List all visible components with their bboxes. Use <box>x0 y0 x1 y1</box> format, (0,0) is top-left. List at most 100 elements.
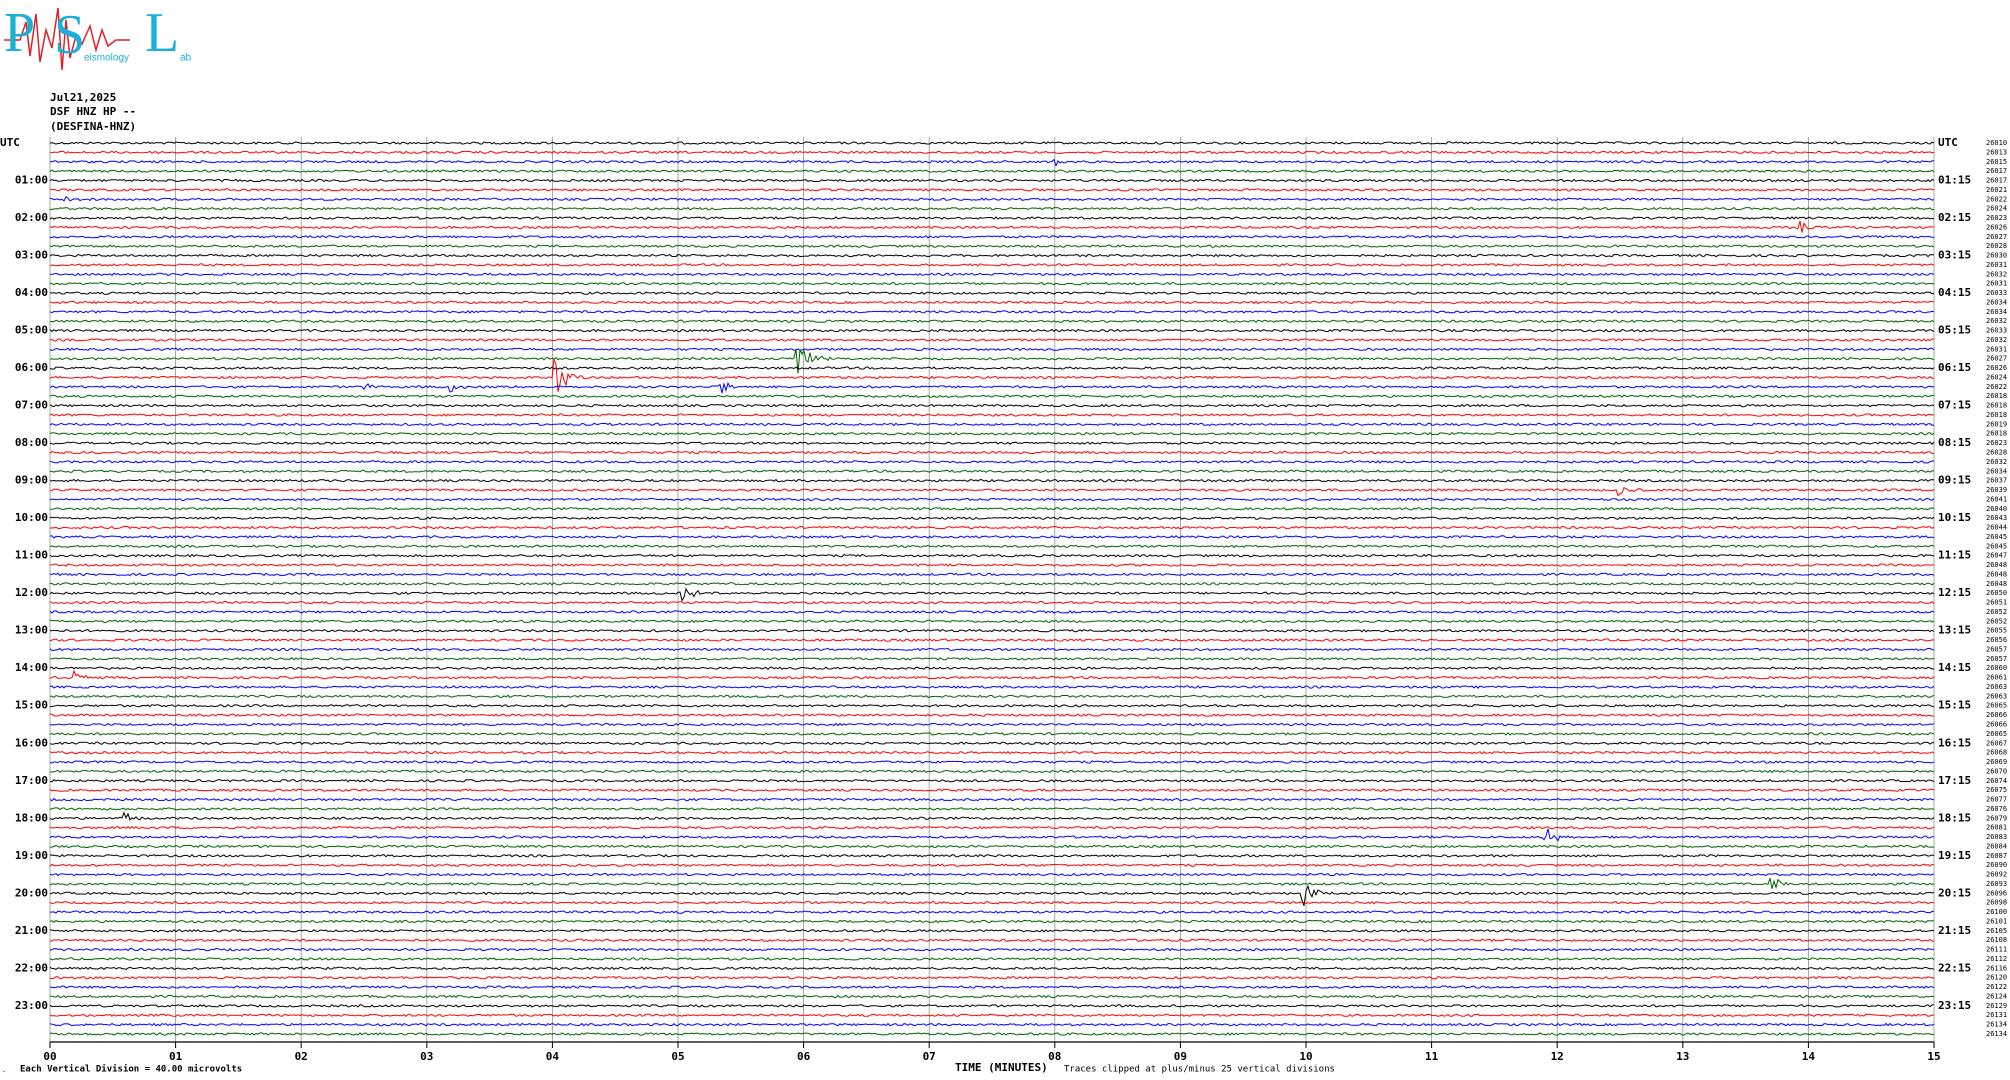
trace <box>49 797 1934 802</box>
trace <box>49 347 1935 352</box>
trace <box>49 779 1935 783</box>
right-time-label: 21:15 <box>1938 924 1971 937</box>
trace <box>49 141 1935 145</box>
trace <box>49 994 1935 999</box>
trace-count: 26032 <box>1986 336 2007 344</box>
trace <box>49 216 1935 220</box>
trace-count: 26061 <box>1986 674 2007 682</box>
trace-count: 26063 <box>1986 683 2007 691</box>
trace-count: 26048 <box>1986 561 2007 569</box>
trace-count: 26018 <box>1986 430 2007 438</box>
trace-count: 26051 <box>1986 599 2007 607</box>
trace <box>49 206 1935 211</box>
trace <box>49 844 1935 849</box>
trace <box>49 976 1935 980</box>
trace <box>49 863 1935 868</box>
trace <box>49 877 1935 890</box>
trace-count: 26092 <box>1986 871 2007 879</box>
trace <box>49 853 1935 858</box>
trace-count: 26057 <box>1986 645 2007 653</box>
trace <box>49 281 1935 286</box>
trace-count: 26031 <box>1986 280 2007 288</box>
trace <box>49 563 1935 568</box>
left-time-label: 04:00 <box>15 286 48 299</box>
right-time-label: 14:15 <box>1938 661 1971 674</box>
trace-count: 26098 <box>1986 899 2007 907</box>
trace-count: 26070 <box>1986 767 2007 775</box>
trace <box>49 450 1935 455</box>
right-time-label: 09:15 <box>1938 474 1971 487</box>
left-time-label: 11:00 <box>15 549 48 562</box>
x-tick-label: 15 <box>1927 1050 1940 1063</box>
trace <box>49 497 1935 502</box>
trace <box>49 929 1935 933</box>
trace-count: 26017 <box>1986 167 2007 175</box>
trace-count: 26037 <box>1986 477 2007 485</box>
logo-letter: P <box>4 2 35 64</box>
logo: P S eismology L ab <box>4 2 192 71</box>
trace <box>49 722 1935 727</box>
trace <box>49 750 1935 755</box>
trace <box>49 938 1935 942</box>
left-time-label: 07:00 <box>15 399 48 412</box>
logo-word: eismology <box>84 53 129 64</box>
trace <box>49 985 1935 989</box>
trace-count: 26093 <box>1986 880 2007 888</box>
right-time-label: 06:15 <box>1938 361 1971 374</box>
x-tick-label: 04 <box>546 1050 560 1063</box>
trace <box>49 263 1935 267</box>
trace <box>49 403 1935 408</box>
trace-count: 26108 <box>1986 936 2007 944</box>
trace-count: 26034 <box>1986 298 2007 306</box>
trace-count: 26048 <box>1986 580 2007 588</box>
left-time-label: 01:00 <box>15 174 48 187</box>
right-time-label: 18:15 <box>1938 811 1971 824</box>
trace <box>49 788 1935 792</box>
right-time-label: 02:15 <box>1938 211 1971 224</box>
trace-count: 26044 <box>1986 524 2007 532</box>
trace <box>49 169 1935 173</box>
trace <box>49 431 1935 436</box>
trace-count: 26060 <box>1986 664 2007 672</box>
trace <box>49 158 1934 168</box>
logo-word: ab <box>180 53 192 64</box>
trace-count: 26131 <box>1986 1011 2007 1019</box>
trace <box>49 328 1935 333</box>
right-time-label: 07:15 <box>1938 399 1971 412</box>
trace-count: 26024 <box>1986 373 2007 381</box>
trace-count: 26124 <box>1986 992 2007 1000</box>
trace-count: 26017 <box>1986 177 2007 185</box>
trace-count: 26076 <box>1986 805 2007 813</box>
trace <box>49 1013 1935 1017</box>
trace <box>49 1022 1935 1027</box>
left-time-label: 20:00 <box>15 886 48 899</box>
footer-mark: . <box>2 1066 6 1074</box>
trace <box>49 196 1935 202</box>
trace-count: 26074 <box>1986 777 2007 785</box>
left-time-label: 23:00 <box>15 999 48 1012</box>
trace-count: 26027 <box>1986 355 2007 363</box>
trace-count: 26010 <box>1986 139 2007 147</box>
trace-count: 26066 <box>1986 720 2007 728</box>
left-time-label: 08:00 <box>15 436 48 449</box>
trace-count: 26075 <box>1986 786 2007 794</box>
right-time-label: 05:15 <box>1938 324 1971 337</box>
trace-count: 26077 <box>1986 796 2007 804</box>
x-title: TIME (MINUTES) <box>955 1061 1048 1074</box>
trace <box>49 516 1935 520</box>
trace-count: 26057 <box>1986 655 2007 663</box>
trace <box>49 600 1935 605</box>
trace <box>49 638 1935 642</box>
right-time-label: 19:15 <box>1938 849 1971 862</box>
trace <box>49 610 1935 614</box>
left-time-label: 13:00 <box>15 624 48 637</box>
left-time-label: 19:00 <box>15 849 48 862</box>
trace <box>49 872 1935 877</box>
x-tick-label: 06 <box>797 1050 811 1063</box>
right-time-label: 22:15 <box>1938 961 1971 974</box>
trace-count: 26023 <box>1986 439 2007 447</box>
trace-count: 26084 <box>1986 842 2007 850</box>
x-tick-label: 03 <box>420 1050 433 1063</box>
left-time-label: 09:00 <box>15 474 48 487</box>
